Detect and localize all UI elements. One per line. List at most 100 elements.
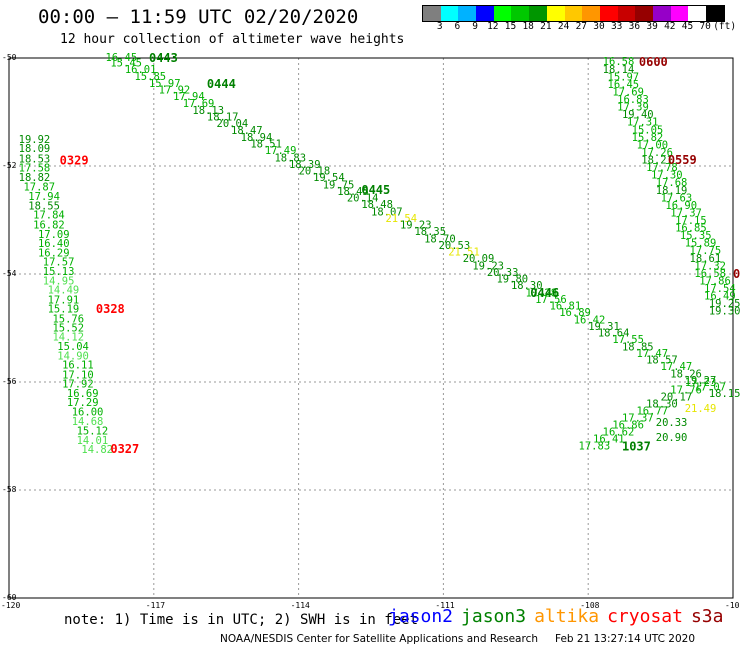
wave-height-label: 18.48: [361, 199, 393, 211]
wave-height-label: 18.35: [414, 226, 446, 238]
wave-height-label: 16.45: [608, 79, 640, 91]
wave-height-label: 17.94: [173, 91, 205, 103]
wave-height-label: 18.64: [598, 327, 630, 339]
wave-height-label: 18.17: [207, 111, 239, 123]
wave-height-label: 18.85: [622, 341, 654, 353]
pass-time-label: 1037: [622, 440, 651, 454]
color-scale-bar: [422, 5, 725, 22]
wave-height-label: 17.37: [622, 413, 654, 425]
wave-height-label: 16.86: [612, 420, 644, 432]
wave-height-label: 17.00: [636, 139, 668, 151]
wave-height-label: 16.83: [617, 94, 649, 106]
wave-height-label: 15.97: [149, 78, 181, 90]
generated-timestamp: Feb 21 13:27:14 UTC 2020: [555, 633, 695, 645]
color-scale-tick: 39: [646, 21, 658, 32]
wave-height-label: 20.14: [347, 192, 379, 204]
wave-height-label: 17.94: [28, 191, 60, 203]
wave-height-label: 17.49: [265, 145, 297, 157]
color-scale-tick: 15: [504, 21, 517, 32]
color-swatch: [706, 6, 724, 21]
legend-s3a: s3a: [690, 606, 724, 627]
color-swatch: [458, 6, 477, 21]
wave-height-label: 17.91: [48, 294, 80, 306]
wave-height-label: 17.58: [19, 163, 51, 175]
color-swatch: [617, 6, 636, 21]
pass-time-label: 0329: [60, 154, 89, 168]
wave-height-label: 19.30: [709, 306, 740, 318]
wave-height-label: 17.39: [617, 102, 649, 114]
wave-height-label: 19.31: [588, 321, 620, 333]
wave-height-label: 17.63: [661, 192, 693, 204]
wave-height-label: 17.76: [670, 385, 702, 397]
wave-height-label: 19.40: [622, 109, 654, 121]
wave-height-label: 17.47: [661, 361, 693, 373]
wave-height-label: 15.45: [110, 57, 142, 69]
wave-height-label: 17.37: [670, 207, 702, 219]
wave-height-label: 20.33: [487, 267, 519, 279]
wave-height-label: 16.11: [62, 360, 94, 372]
wave-height-label: 18.55: [28, 200, 60, 212]
wave-height-label: 16.89: [559, 307, 591, 319]
map-grid: [9, 58, 733, 598]
wave-height-label: 19.23: [472, 260, 504, 272]
wave-height-label: 18.47: [231, 125, 263, 137]
longitude-tick: -111: [435, 601, 455, 610]
color-scale-tick: 6: [454, 21, 461, 32]
wave-height-label: 18.15: [709, 388, 740, 400]
pass-time-label: 0600: [639, 55, 668, 69]
color-scale-tick: 27: [575, 21, 588, 32]
color-scale-tick: 18: [522, 21, 534, 32]
color-scale-tick: 12: [487, 21, 499, 32]
wave-height-label: 19.80: [496, 273, 528, 285]
wave-height-label: 16.58: [603, 56, 635, 68]
wave-height-label: 16.41: [593, 434, 625, 446]
wave-height-label: 18.14: [603, 64, 635, 76]
wave-height-label: 16.49: [704, 291, 736, 303]
wave-height-label: 17.75: [690, 245, 722, 257]
wave-height-label: 15.19: [48, 304, 80, 316]
map-border: [8, 57, 734, 599]
wave-height-label: 20.90: [656, 432, 688, 444]
legend-altika: altika: [534, 606, 600, 627]
page-title: 00:00 — 11:59 UTC 02/20/2020: [38, 6, 359, 28]
wave-height-label: 18.51: [250, 138, 282, 150]
wave-height-label: 17.09: [38, 229, 70, 241]
wave-height-label: 17.23: [685, 377, 717, 389]
color-scale-labels: 3 6 9 12 15 18 21 24 27 30 33 36 39 42 45 70 (ft): [422, 21, 740, 33]
wave-height-label: 17.15: [675, 215, 707, 227]
wave-height-label: 17.47: [636, 348, 668, 360]
color-swatch: [440, 6, 459, 21]
color-scale-tick: 70: [699, 21, 711, 32]
wave-height-label: 18.21: [641, 155, 673, 167]
wave-height-label: 17.30: [651, 170, 683, 182]
wave-height-label: 16.90: [665, 200, 697, 212]
pass-time-label: 0444: [207, 77, 236, 91]
color-swatch: [599, 6, 618, 21]
wave-height-label: 14.95: [43, 275, 75, 287]
latitude-tick: -52: [2, 161, 17, 170]
wave-height-label: 18.83: [274, 152, 306, 164]
wave-height-label: 17.69: [612, 86, 644, 98]
wave-height-label: 17.92: [62, 379, 94, 391]
wave-height-label: 16.62: [603, 427, 635, 439]
wave-height-label: 18.19: [656, 185, 688, 197]
wave-height-label: 14.12: [52, 332, 84, 344]
color-scale-unit: (ft): [713, 21, 737, 32]
wave-height-label: 17.54: [704, 283, 736, 295]
wave-height-label: 18.39: [289, 159, 321, 171]
pass-time-label: 0328: [96, 302, 125, 316]
wave-height-label: 18.30: [511, 280, 543, 292]
wave-height-label: 15.13: [43, 266, 75, 278]
wave-height-label: 18.57: [646, 354, 678, 366]
color-scale-tick: 24: [557, 21, 570, 32]
color-swatch: [652, 6, 671, 21]
wave-height-label: 17.87: [23, 182, 55, 194]
color-scale-tick: 3: [436, 21, 443, 32]
wave-height-label: 17.57: [43, 257, 75, 269]
color-swatch: [670, 6, 689, 21]
color-scale-tick: 36: [628, 21, 641, 32]
wave-height-label: 15.82: [632, 132, 664, 144]
wave-height-label: 18.26: [670, 368, 702, 380]
wave-height-label: 16.77: [636, 406, 668, 418]
